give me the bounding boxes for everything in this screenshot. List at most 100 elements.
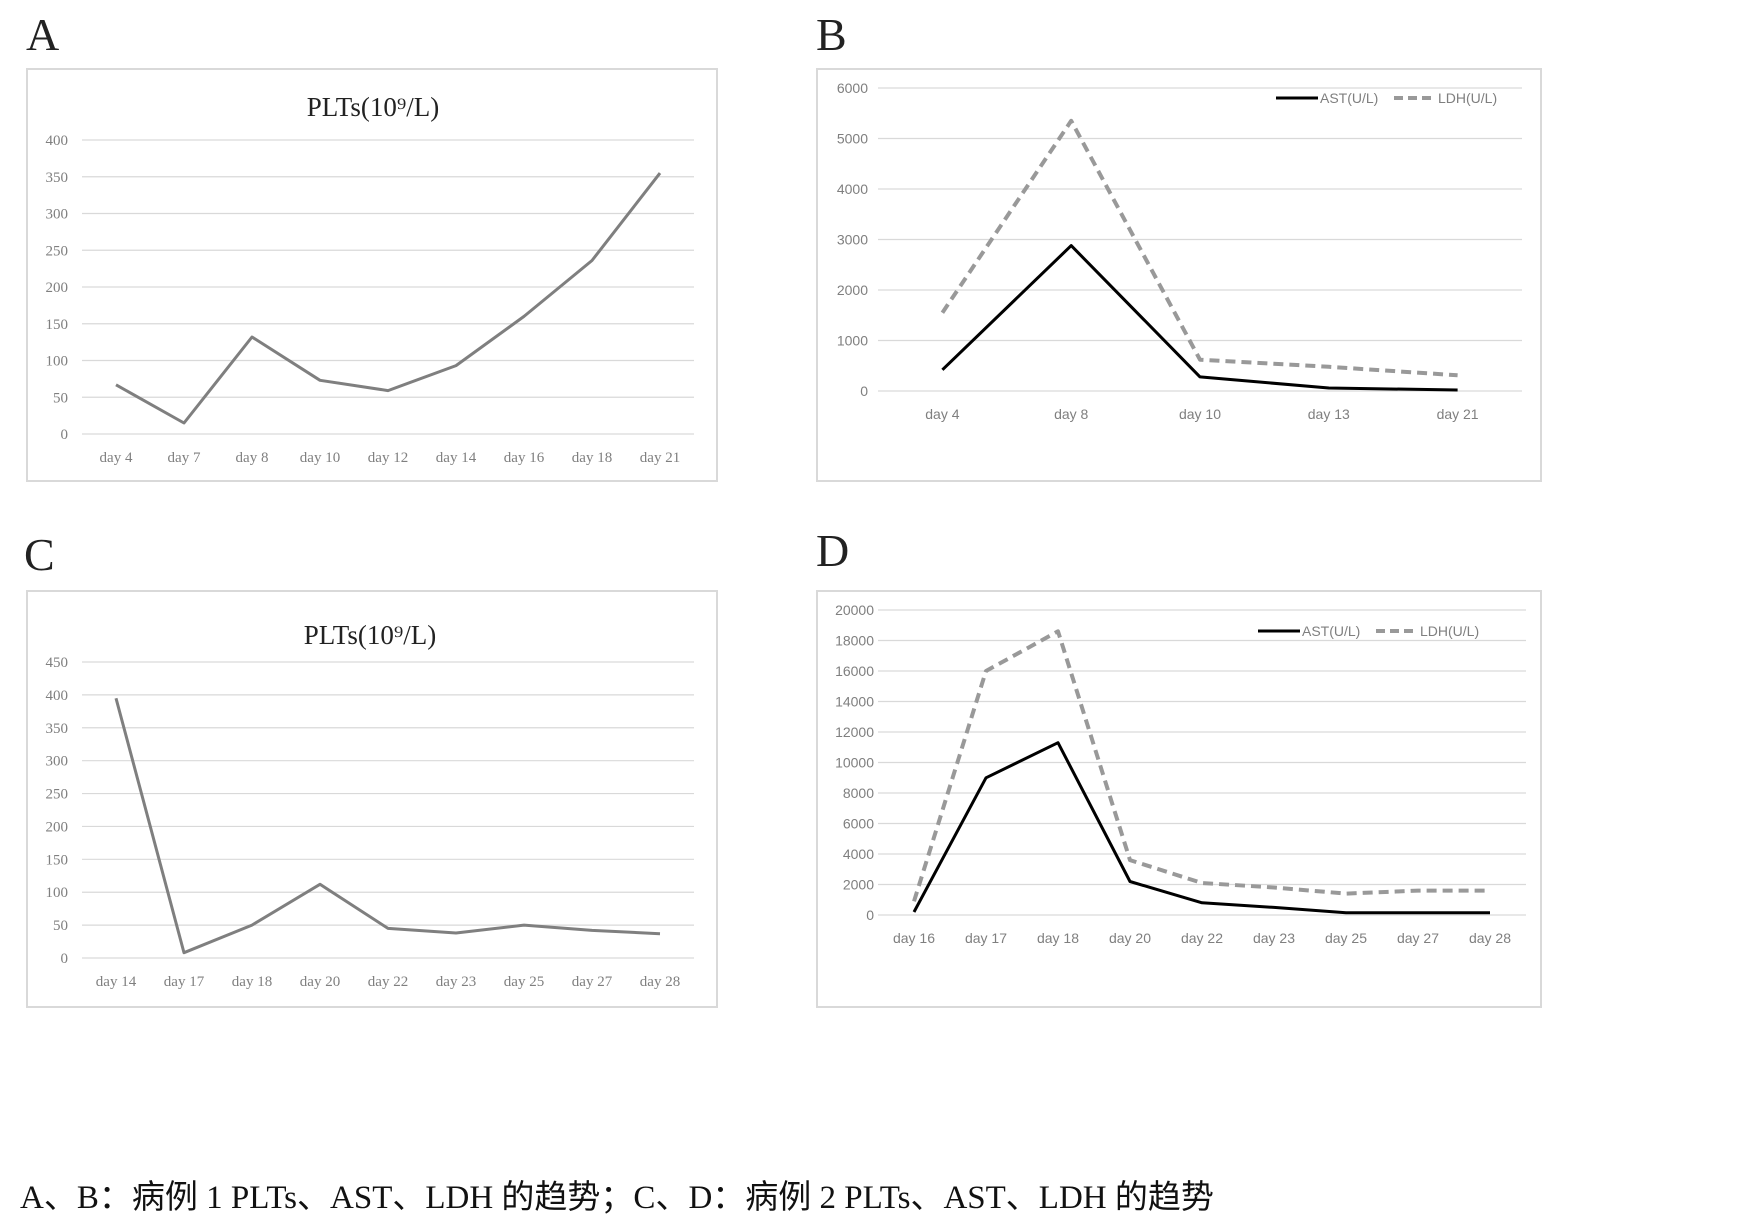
chart-c-series-plts-point: [387, 927, 390, 930]
chart-a-x-tick-label: day 8: [236, 450, 269, 466]
chart-d-y-tick-label: 4000: [843, 846, 874, 862]
chart-a-series-plts-line: [115, 172, 662, 425]
chart-c-title: PLTs(10⁹/L): [304, 620, 437, 650]
chart-a-x-tick-label: day 12: [368, 450, 408, 466]
chart-d-x-tick-label: day 25: [1325, 930, 1367, 946]
chart-d-x-tick-label: day 22: [1181, 930, 1223, 946]
chart-c-series-plts-point: [319, 883, 322, 886]
chart-d-y-tick-label: 8000: [843, 785, 874, 801]
chart-b-series-ldh-point: [1070, 119, 1073, 122]
chart-c-x-tick-label: day 14: [96, 974, 137, 990]
chart-a-y-tick-label: 100: [46, 354, 69, 370]
chart-d-series-ldh-point: [1129, 859, 1132, 862]
chart-b-y-tick-label: 1000: [837, 333, 868, 349]
chart-c-x-tick-label: day 22: [368, 974, 408, 990]
chart-b-series-ldh-point: [1327, 365, 1330, 368]
chart-d-x-tick-label: day 28: [1469, 930, 1511, 946]
chart-b-series-ldh-point: [1456, 374, 1459, 377]
chart-c-x-tick-label: day 25: [504, 974, 544, 990]
chart-a-y-tick-label: 400: [46, 133, 69, 149]
chart-a-x-tick-label: day 10: [300, 450, 340, 466]
chart-a-y-tick-label: 150: [46, 317, 69, 333]
chart-b-legend-ast-label: AST(U/L): [1320, 90, 1378, 106]
chart-b-series-ast-point: [941, 368, 944, 371]
chart-a-series-plts-point: [183, 421, 186, 424]
chart-a-series-plts-point: [251, 335, 254, 338]
chart-d-series-ast-point: [1345, 911, 1348, 914]
chart-a-x-tick-label: day 18: [572, 450, 612, 466]
chart-b-series-ldh-line: [940, 118, 1458, 378]
chart-c-y-tick-label: 300: [46, 754, 69, 770]
chart-d-series-ast-point: [1129, 880, 1132, 883]
chart-d-series-ldh-point: [1345, 892, 1348, 895]
chart-a-x-tick-label: day 7: [168, 450, 201, 466]
chart-c-x-tick-label: day 17: [164, 974, 205, 990]
chart-c-x-tick-label: day 18: [232, 974, 272, 990]
chart-d-y-tick-label: 14000: [835, 694, 874, 710]
chart-d-series-ast-point: [1489, 911, 1492, 914]
chart-d-y-tick-label: 12000: [835, 724, 874, 740]
chart-c-series-plts-point: [591, 929, 594, 932]
panel-letter-d: D: [816, 525, 850, 576]
chart-d-y-tick-label: 20000: [835, 602, 874, 618]
chart-c-x-tick-label: day 27: [572, 974, 613, 990]
chart-d-series-ldh-point: [1201, 881, 1204, 884]
chart-d-series-ldh-point: [985, 670, 988, 673]
chart-b-y-tick-label: 2000: [837, 282, 868, 298]
chart-c-series-plts-line: [114, 697, 661, 955]
chart-d-series-ast-line: [912, 741, 1490, 915]
panel-letter-a: A: [26, 9, 60, 60]
chart-c-series-plts-point: [523, 924, 526, 927]
chart-c-x-tick-label: day 20: [300, 974, 340, 990]
chart-d-legend-ldh-label: LDH(U/L): [1420, 623, 1479, 639]
chart-d-series-ast-point: [985, 776, 988, 779]
chart-c-y-tick-label: 250: [46, 787, 69, 803]
chart-c-series-plts-point: [251, 924, 254, 927]
chart-a-y-tick-label: 300: [46, 207, 69, 223]
chart-d-series-ast-point: [1273, 906, 1276, 909]
chart-d-y-tick-label: 16000: [835, 663, 874, 679]
chart-c-series-plts-point: [455, 932, 458, 935]
chart-c-frame: [26, 590, 718, 1008]
chart-d-series-ldh-point: [1057, 630, 1060, 633]
chart-d-series-ast-point: [913, 910, 916, 913]
chart-c-y-tick-label: 50: [53, 918, 68, 934]
chart-c-series-plts-point: [183, 951, 186, 954]
chart-d-legend-ast-label: AST(U/L): [1302, 623, 1360, 639]
chart-a-x-tick-label: day 14: [436, 450, 477, 466]
chart-b-series-ldh-point: [941, 311, 944, 314]
chart-a-series-plts-point: [455, 364, 458, 367]
panel-letter-c: C: [24, 529, 55, 580]
chart-a-series-plts-point: [387, 389, 390, 392]
chart-b-y-tick-label: 6000: [837, 80, 868, 96]
chart-b-series-ast-point: [1327, 386, 1330, 389]
chart-b-series-ast-point: [1456, 388, 1459, 391]
chart-c-y-tick-label: 350: [46, 721, 69, 737]
chart-d-series-ldh-point: [1489, 889, 1492, 892]
chart-b-series-ldh-point: [1199, 358, 1202, 361]
figure-caption: A、B：病例 1 PLTs、AST、LDH 的趋势；C、D：病例 2 PLTs、…: [20, 1180, 1214, 1216]
chart-d-x-tick-label: day 17: [965, 930, 1007, 946]
chart-b-x-tick-label: day 13: [1308, 406, 1350, 422]
chart-b-x-tick-label: day 21: [1437, 406, 1479, 422]
chart-d-y-tick-label: 0: [866, 907, 874, 923]
chart-d-y-tick-label: 2000: [843, 877, 874, 893]
chart-a-frame: [26, 68, 718, 482]
chart-b-x-tick-label: day 8: [1054, 406, 1088, 422]
chart-b-legend-ldh-label: LDH(U/L): [1438, 90, 1497, 106]
chart-b-x-tick-label: day 10: [1179, 406, 1221, 422]
chart-d-series-ast-point: [1057, 741, 1060, 744]
chart-b-y-tick-label: 0: [860, 383, 868, 399]
chart-d-series-ldh-line: [912, 629, 1490, 902]
panel-letter-b: B: [816, 9, 847, 60]
chart-b-series-ast-point: [1199, 375, 1202, 378]
chart-b-y-tick-label: 5000: [837, 131, 868, 147]
chart-d-y-tick-label: 10000: [835, 755, 874, 771]
chart-c-y-tick-label: 0: [61, 951, 69, 967]
chart-d-x-tick-label: day 18: [1037, 930, 1079, 946]
chart-b-x-tick-label: day 4: [925, 406, 959, 422]
chart-d-series-ldh-point: [1273, 886, 1276, 889]
chart-a-y-tick-label: 250: [46, 243, 69, 259]
chart-d-series-ast-point: [1201, 901, 1204, 904]
chart-a-x-tick-label: day 4: [100, 450, 133, 466]
